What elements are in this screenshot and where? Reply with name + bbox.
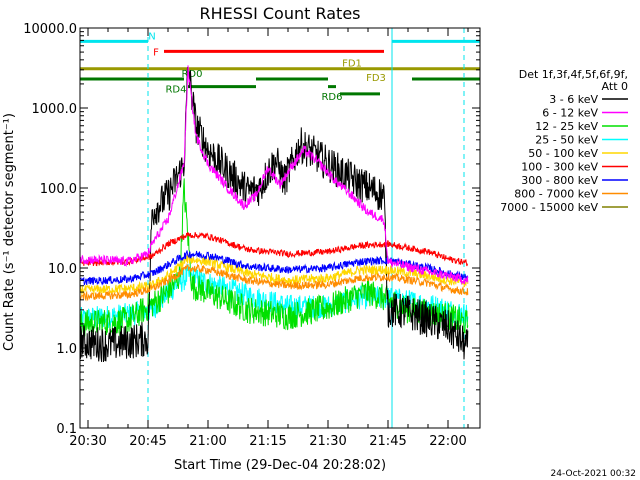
- legend-label: 800 - 7000 keV: [514, 188, 598, 201]
- x-tick-label: 20:30: [69, 434, 106, 449]
- legend-label: 300 - 800 keV: [521, 174, 598, 187]
- x-tick-label: 21:15: [249, 434, 286, 449]
- legend-label: 50 - 100 keV: [528, 147, 598, 160]
- y-tick-label: 1000.0: [32, 102, 78, 117]
- bar-label-rd0: RD0: [181, 69, 202, 80]
- x-tick-label: 20:45: [129, 434, 166, 449]
- series-layer: [79, 65, 469, 363]
- bars-layer: NF FD1 FD3 RD0 RD4 RD6: [80, 31, 480, 103]
- x-axis-label: Start Time (29-Dec-04 20:28:02): [174, 458, 386, 473]
- series-line-3to6keV-kev: [79, 66, 469, 363]
- legend-header-line-2: Att 0: [602, 80, 628, 93]
- plot-frame: [79, 27, 481, 429]
- vertical-lines-layer: [79, 28, 465, 428]
- x-tick-label: 22:00: [429, 434, 466, 449]
- series-line-800to7000keV-kev: [79, 263, 469, 302]
- legend-label: 100 - 300 keV: [521, 161, 598, 174]
- series-line-6to12keV-kev: [79, 65, 469, 285]
- y-tick-label: 100.0: [40, 182, 77, 197]
- x-tick-label: 21:45: [369, 434, 406, 449]
- y-tick-label: 10000.0: [23, 22, 77, 37]
- y-tick-label: 10.0: [48, 262, 77, 277]
- bar-label-f: F: [153, 47, 159, 58]
- series-line-50to100keV-kev: [79, 254, 469, 295]
- legend-label: 3 - 6 keV: [549, 93, 598, 106]
- chart-title: RHESSI Count Rates: [200, 4, 361, 23]
- y-tick-label: 1.0: [56, 342, 77, 357]
- legend-label: 12 - 25 keV: [535, 120, 598, 133]
- bar-label-rd4: RD4: [165, 85, 186, 96]
- bar-label-n: N: [148, 31, 155, 42]
- x-tick-label: 21:30: [309, 434, 346, 449]
- y-tick-label: 0.1: [56, 422, 77, 437]
- bar-label-rd6: RD6: [321, 92, 342, 103]
- frame-layer: 0.1 1.0 10.0 100.0 1000.0 10000.0 20:30 20:45 21…: [23, 22, 481, 449]
- x-tick-label: 21:00: [189, 434, 226, 449]
- bar-label-fd1: FD1: [342, 59, 362, 70]
- footer-timestamp: 24-Oct-2021 00:32: [551, 469, 636, 479]
- legend-label: 6 - 12 keV: [542, 107, 598, 120]
- bar-label-fd3: FD3: [366, 73, 386, 84]
- legend-label: 7000 - 15000 keV: [500, 201, 598, 214]
- series-line-100to300keV-kev: [79, 232, 468, 267]
- legend-label: 25 - 50 keV: [535, 134, 598, 147]
- legend-header-line-1: Det 1f,3f,4f,5f,6f,9f,: [519, 68, 628, 81]
- y-axis-label: Count Rate (s⁻¹ detector segment⁻¹): [2, 113, 17, 351]
